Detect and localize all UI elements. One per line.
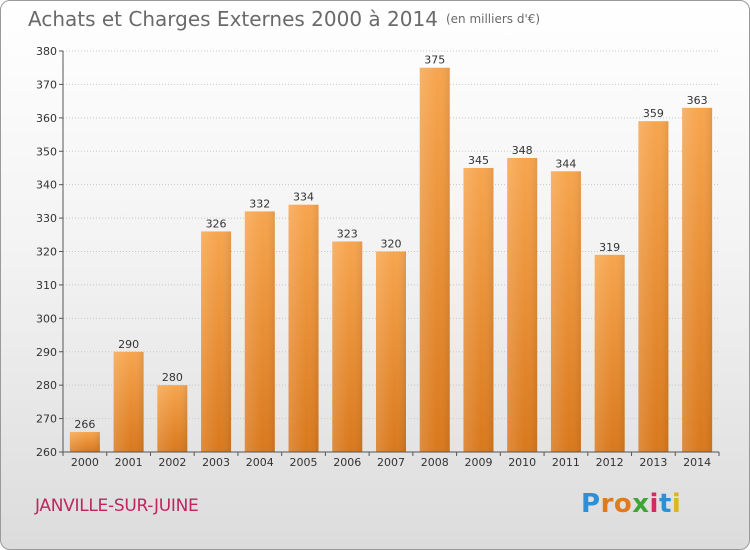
proxiti-logo: Proxiti <box>581 489 681 519</box>
bar-shade-2011 <box>550 171 581 453</box>
x-tick-label: 2009 <box>464 456 492 469</box>
data-label-2012: 319 <box>599 241 620 254</box>
bar-shade-2007 <box>376 251 406 452</box>
bar-shade-2006 <box>332 241 363 452</box>
logo-letter: o <box>613 489 633 519</box>
logo-letter: i <box>649 489 659 519</box>
y-tick-label: 340 <box>36 179 57 192</box>
axes: 260 270 280 290 300 310 320 330 340 350 360 370 380 2… <box>36 45 720 469</box>
bar-shade-2008 <box>419 67 450 452</box>
data-label-2005: 334 <box>293 191 314 204</box>
logo-letter: P <box>581 489 601 519</box>
x-tick-label: 2001 <box>115 456 143 469</box>
commune-name: JANVILLE-SUR-JUINE <box>35 496 199 516</box>
logo-letter: t <box>658 489 672 519</box>
x-tick-label: 2007 <box>377 456 405 469</box>
y-tick-label: 290 <box>36 346 57 359</box>
data-label-2010: 348 <box>512 144 533 157</box>
y-tick-label: 360 <box>36 112 57 125</box>
y-tick-label: 320 <box>36 246 57 259</box>
y-tick-label: 300 <box>36 312 57 325</box>
bar-shade-2004 <box>244 211 275 452</box>
x-tick-label: 2014 <box>683 456 711 469</box>
x-tick-label: 2011 <box>552 456 580 469</box>
bar-shade-2012 <box>594 254 625 452</box>
y-tick-label: 370 <box>36 78 57 91</box>
bar-shade-2009 <box>463 167 494 453</box>
x-tick-label: 2006 <box>333 456 361 469</box>
y-tick-label: 270 <box>36 413 57 426</box>
logo-letter: r <box>600 489 614 519</box>
logo-letter: x <box>632 489 650 519</box>
x-tick-label: 2004 <box>246 456 274 469</box>
bar-shade-2001 <box>113 351 144 452</box>
bar-shade-2005 <box>288 204 319 452</box>
chart-unit: (en milliers d'€) <box>445 12 541 26</box>
bar-shade-2003 <box>201 231 232 452</box>
data-label-2009: 345 <box>468 154 489 167</box>
bar-shade-2000 <box>69 431 100 452</box>
data-label-2013: 359 <box>643 107 664 120</box>
data-label-2007: 320 <box>381 238 402 251</box>
bar-shade-2002 <box>157 385 188 452</box>
x-tick-label: 2008 <box>421 456 449 469</box>
y-tick-label: 260 <box>36 446 57 459</box>
bar-shade-2013 <box>638 121 669 453</box>
data-label-2001: 290 <box>118 338 139 351</box>
bar-shade-2010 <box>507 157 538 452</box>
logo-letter: i <box>671 489 682 519</box>
x-tick-label: 2012 <box>596 456 624 469</box>
data-label-2003: 326 <box>206 217 227 230</box>
x-tick-label: 2000 <box>71 456 99 469</box>
x-tick-label: 2003 <box>202 456 230 469</box>
bars: 266 290 280 326 332 334 323 320 375 345 348 344 319 3… <box>69 54 713 453</box>
data-label-2000: 266 <box>74 418 95 431</box>
chart-title-text: Achats et Charges Externes 2000 à 2014 <box>28 7 438 31</box>
bar-shade-2014 <box>682 107 713 452</box>
y-tick-label: 380 <box>36 45 57 58</box>
data-label-2011: 344 <box>555 157 576 170</box>
y-tick-label: 330 <box>36 212 57 225</box>
x-tick-label: 2013 <box>639 456 667 469</box>
data-label-2006: 323 <box>337 227 358 240</box>
y-tick-label: 310 <box>36 279 57 292</box>
y-tick-label: 280 <box>36 379 57 392</box>
x-tick-label: 2002 <box>158 456 186 469</box>
data-label-2002: 280 <box>162 371 183 384</box>
data-label-2004: 332 <box>249 197 270 210</box>
x-tick-label: 2005 <box>290 456 318 469</box>
data-label-2008: 375 <box>424 54 445 67</box>
x-tick-label: 2010 <box>508 456 536 469</box>
data-label-2014: 363 <box>687 94 708 107</box>
y-tick-label: 350 <box>36 145 57 158</box>
chart-title: Achats et Charges Externes 2000 à 2014 (e… <box>28 7 540 31</box>
